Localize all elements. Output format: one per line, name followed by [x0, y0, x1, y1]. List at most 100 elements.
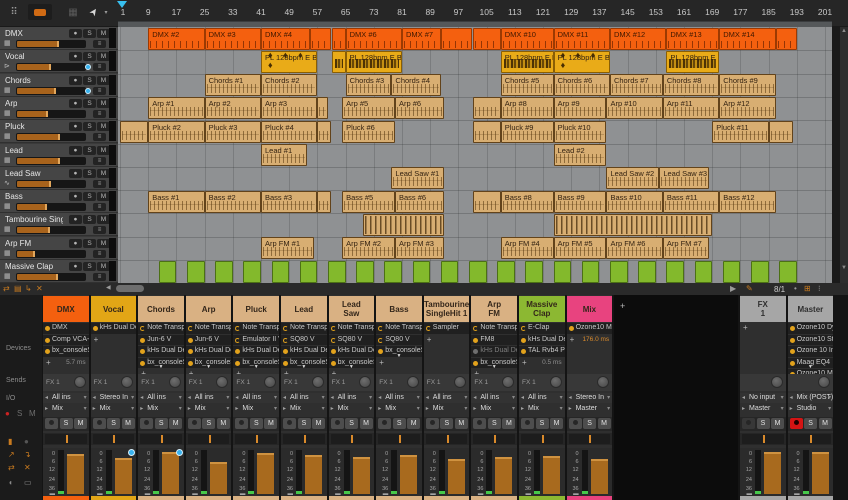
track-mute-button[interactable]: M: [97, 52, 110, 61]
track-solo-button[interactable]: S: [83, 99, 96, 108]
scroll-down-icon[interactable]: ▼: [841, 265, 847, 271]
track-volume-slider[interactable]: [16, 180, 86, 188]
track-name[interactable]: Chords: [5, 76, 31, 85]
clip-dmx-10[interactable]: DMX #10: [500, 28, 554, 50]
send-knob[interactable]: [121, 376, 134, 388]
input-selector[interactable]: ◂ Stereo In ▾: [566, 393, 613, 403]
mixer-panel-icon[interactable]: ⠿: [10, 6, 18, 18]
device-khs-dual-delay[interactable]: kHs Dual Delay: [519, 334, 565, 345]
device-expander-icon[interactable]: ▼: [491, 364, 497, 369]
track-volume-slider[interactable]: [16, 203, 86, 211]
mute-button[interactable]: M: [502, 418, 516, 429]
track-mute-button[interactable]: M: [97, 122, 110, 131]
input-selector[interactable]: ◂ All ins ▾: [423, 393, 470, 403]
send-knob[interactable]: [263, 376, 276, 388]
mute-button[interactable]: M: [454, 418, 468, 429]
clip-pluck-2[interactable]: Pluck #2: [148, 121, 205, 143]
clip-arp-5[interactable]: Arp #5: [342, 97, 395, 119]
solo-button[interactable]: S: [487, 418, 501, 429]
clip-bass-3[interactable]: Bass #3: [261, 191, 318, 213]
clip-arp-6[interactable]: Arp #6: [394, 97, 445, 119]
record-arm-button[interactable]: [521, 418, 534, 429]
clip-unnamed[interactable]: [331, 28, 346, 50]
channel-name-header[interactable]: Arp: [185, 296, 232, 322]
clip-unnamed[interactable]: [525, 261, 543, 283]
clip-lead-saw-1[interactable]: Lead Saw #1: [391, 167, 445, 189]
automation-indicator-icon[interactable]: [175, 449, 183, 456]
clip-unnamed[interactable]: [215, 261, 233, 283]
track-volume-slider[interactable]: [16, 226, 86, 234]
pan-control[interactable]: [423, 433, 470, 445]
clip-pl-128bpm-e-brea[interactable]: PL 128bpm E Brea: [345, 51, 402, 73]
follow-playback-icon[interactable]: ▶: [730, 284, 737, 293]
track-menu-button[interactable]: ≡: [93, 110, 106, 118]
volume-fader[interactable]: [495, 457, 513, 494]
clip-unnamed[interactable]: [768, 121, 794, 143]
track-record-button[interactable]: ●: [69, 146, 82, 155]
device-tal-rvb4-plugin[interactable]: TAL Rvb4 Plugin: [519, 346, 565, 357]
pan-control[interactable]: [43, 433, 89, 445]
solo-button[interactable]: S: [59, 418, 73, 429]
device-expander-icon[interactable]: ▼: [206, 364, 212, 369]
track-menu-button[interactable]: ≡: [93, 40, 106, 48]
record-arm-button[interactable]: [330, 418, 344, 429]
record-arm-button[interactable]: [378, 418, 392, 429]
device-note-transpose[interactable]: Note Transpose: [185, 323, 232, 334]
clip-arp-fm-2[interactable]: Arp FM #2: [342, 237, 395, 259]
track-menu-button[interactable]: ≡: [93, 157, 106, 165]
scroll-left-icon[interactable]: ◀: [106, 285, 111, 291]
volume-fader[interactable]: [400, 455, 418, 494]
solo-button[interactable]: S: [154, 418, 168, 429]
device-khs-dual-delay[interactable]: kHs Dual Delay: [328, 346, 375, 357]
device-ozone10-maximi[interactable]: Ozone10 Maximi: [566, 323, 613, 334]
device-expander-icon[interactable]: ▼: [253, 364, 259, 369]
automation-indicator-icon[interactable]: [85, 88, 91, 94]
track-menu-button[interactable]: ≡: [93, 226, 106, 234]
input-selector[interactable]: ◂ All ins ▾: [185, 393, 232, 403]
device-khs-dual-delay[interactable]: kHs Dual Delay: [471, 346, 517, 357]
device-khs-dual-delay[interactable]: kHs Dual Delay: [90, 323, 137, 334]
pointer-tool-icon[interactable]: ➤: [87, 5, 101, 19]
device-e-clap[interactable]: E-Clap: [519, 323, 565, 334]
mute-button[interactable]: M: [216, 418, 230, 429]
clip-unnamed[interactable]: [722, 261, 741, 283]
device-note-transpose[interactable]: Note Transpose: [471, 323, 517, 334]
channel-name-header[interactable]: Tambourine SingleHit 1: [423, 296, 470, 322]
clip-bass-12[interactable]: Bass #12: [719, 191, 776, 213]
track-mute-button[interactable]: M: [97, 99, 110, 108]
clip-chords-8[interactable]: Chords #8: [662, 74, 720, 96]
clip-unnamed[interactable]: [775, 28, 797, 50]
track-name[interactable]: Lead: [5, 146, 23, 155]
track-mute-button[interactable]: M: [97, 146, 110, 155]
track-header-bass[interactable]: Bass ● S M ▦ ≡: [0, 190, 118, 213]
add-device-button[interactable]: +: [138, 369, 184, 379]
track-header-arp-fm[interactable]: Arp FM ● S M ▦ ≡: [0, 237, 118, 260]
track-solo-button[interactable]: S: [83, 192, 96, 201]
input-selector[interactable]: ◂ Stereo In ▾: [90, 393, 137, 403]
clip-unnamed[interactable]: [440, 261, 459, 283]
clip-chords-6[interactable]: Chords #6: [553, 74, 610, 96]
clip-unnamed[interactable]: [472, 97, 501, 119]
device-bx-consolessl-9[interactable]: bx_consoleSSL 9▼: [471, 357, 517, 369]
clip-lead-saw-2[interactable]: Lead Saw #2: [606, 167, 660, 189]
channel-name-header[interactable]: Vocal: [90, 296, 137, 322]
solo-button[interactable]: S: [756, 418, 770, 429]
track-menu-button[interactable]: ≡: [93, 250, 106, 258]
track-header-lead-saw[interactable]: Lead Saw ● S M ∿ ≡: [0, 167, 118, 190]
clear-icon[interactable]: ✕: [24, 463, 31, 472]
clip-dmx-6[interactable]: DMX #6: [345, 28, 402, 50]
device-ozone-10-imager[interactable]: Ozone 10 Imager: [787, 346, 834, 357]
add-track-button[interactable]: +: [620, 301, 626, 311]
track-solo-button[interactable]: S: [83, 262, 96, 271]
edit-panel-icon[interactable]: ▦: [68, 6, 78, 18]
channel-name-header[interactable]: Arp FM: [471, 296, 517, 322]
record-arm-button[interactable]: [568, 418, 582, 429]
global-mute-icon[interactable]: M: [29, 409, 36, 418]
horizontal-scrollbar-thumb[interactable]: [116, 285, 144, 292]
clip-unnamed[interactable]: [243, 261, 261, 283]
clip-pl-128bpm-e-brea[interactable]: PL 128bpm E Brea: [261, 51, 318, 73]
solo-button[interactable]: S: [249, 418, 263, 429]
meter-mode-icon[interactable]: ●: [24, 437, 29, 446]
timeline-selection-strip[interactable]: [118, 21, 832, 28]
channel-name-header[interactable]: Pluck: [233, 296, 279, 322]
